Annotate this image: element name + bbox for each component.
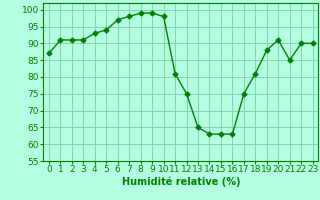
X-axis label: Humidité relative (%): Humidité relative (%) xyxy=(122,177,240,187)
